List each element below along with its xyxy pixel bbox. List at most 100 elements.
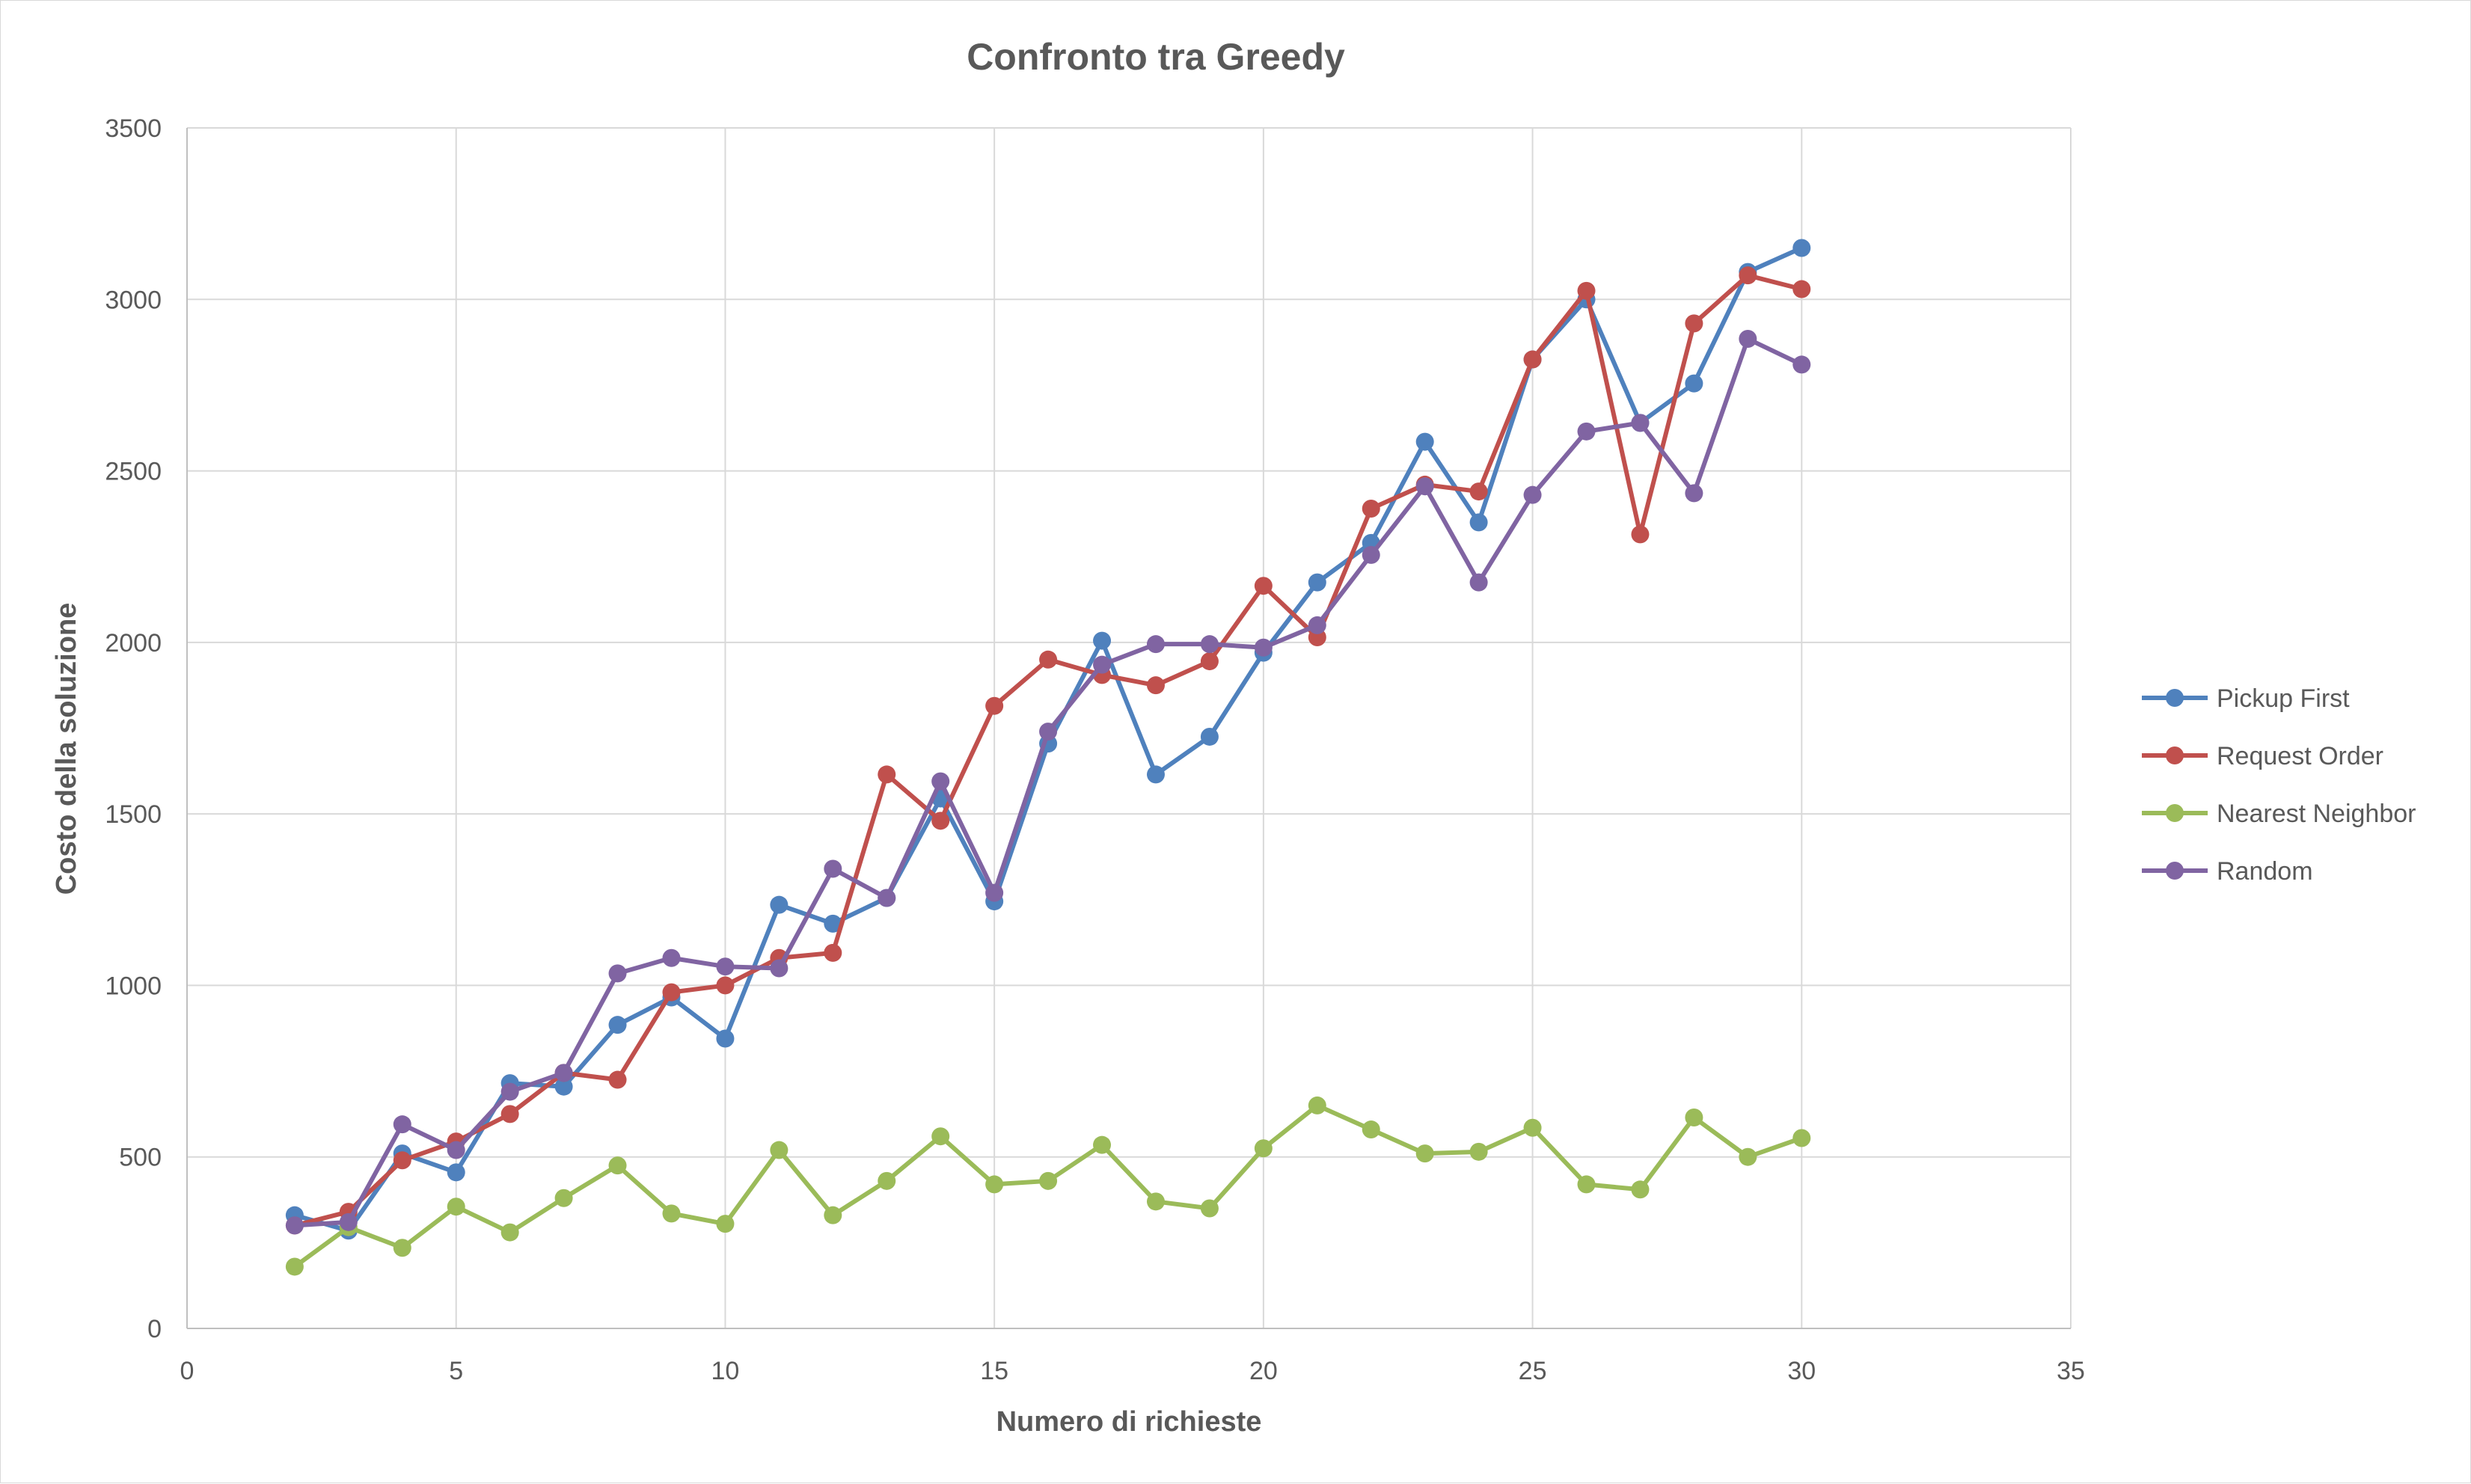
data-point-random <box>554 1064 573 1082</box>
data-point-random <box>339 1212 358 1231</box>
x-tick-labels: 0 5 10 15 20 25 30 35 <box>180 1357 2085 1385</box>
data-point-pickup-first <box>716 1029 735 1048</box>
data-point-random <box>1685 484 1703 503</box>
y-tick-label: 3000 <box>105 286 162 314</box>
data-point-random <box>393 1115 411 1134</box>
gridlines <box>187 127 2072 1328</box>
series-random <box>285 330 1811 1235</box>
y-tick-label: 500 <box>119 1144 162 1172</box>
data-point-request-order <box>608 1070 627 1089</box>
x-tick-label: 25 <box>1519 1357 1547 1385</box>
legend: Pickup First Request Order Nearest Neighbo… <box>2142 684 2416 886</box>
data-point-random <box>662 948 681 967</box>
data-point-nearest-neighbor <box>1415 1144 1434 1163</box>
data-point-nearest-neighbor <box>1362 1120 1380 1139</box>
data-point-nearest-neighbor <box>500 1223 519 1242</box>
data-point-request-order <box>1362 500 1380 518</box>
x-tick-label: 30 <box>1787 1357 1816 1385</box>
legend-swatch-marker <box>2166 804 2184 822</box>
data-point-request-order <box>985 696 1004 715</box>
data-point-pickup-first <box>1469 513 1488 532</box>
data-point-pickup-first <box>1200 727 1219 746</box>
legend-label: Pickup First <box>2217 684 2350 713</box>
data-point-nearest-neighbor <box>878 1171 896 1190</box>
data-point-request-order <box>1254 577 1273 595</box>
legend-label: Random <box>2217 857 2313 886</box>
data-point-random <box>1362 545 1380 564</box>
data-point-random <box>1039 723 1058 741</box>
data-point-random <box>500 1082 519 1101</box>
y-tick-label: 0 <box>147 1315 162 1343</box>
legend-item-pickup-first: Pickup First <box>2142 684 2350 713</box>
y-tick-label: 1500 <box>105 800 162 829</box>
data-point-random <box>608 964 627 983</box>
data-point-nearest-neighbor <box>1577 1175 1596 1194</box>
data-point-random <box>878 889 896 907</box>
data-point-nearest-neighbor <box>608 1156 627 1175</box>
x-tick-label: 5 <box>449 1357 463 1385</box>
data-point-request-order <box>1200 652 1219 671</box>
data-point-request-order <box>716 976 735 995</box>
data-point-random <box>1631 414 1650 432</box>
data-point-nearest-neighbor <box>662 1204 681 1223</box>
y-tick-label: 1000 <box>105 972 162 1000</box>
data-point-nearest-neighbor <box>1739 1147 1757 1166</box>
data-point-nearest-neighbor <box>554 1189 573 1207</box>
data-point-random <box>1254 638 1273 657</box>
data-point-random <box>1469 573 1488 592</box>
data-point-request-order <box>1523 350 1542 369</box>
data-point-request-order <box>878 765 896 784</box>
data-point-nearest-neighbor <box>1523 1118 1542 1137</box>
data-point-random <box>1792 355 1811 374</box>
data-point-pickup-first <box>608 1016 627 1034</box>
legend-item-random: Random <box>2142 857 2313 886</box>
data-point-request-order <box>1685 314 1703 333</box>
data-point-nearest-neighbor <box>1631 1180 1650 1199</box>
data-point-nearest-neighbor <box>1792 1129 1811 1147</box>
data-point-random <box>1415 477 1434 496</box>
data-point-random <box>447 1141 465 1159</box>
x-tick-label: 20 <box>1249 1357 1278 1385</box>
data-point-nearest-neighbor <box>1039 1171 1058 1190</box>
y-tick-label: 2500 <box>105 458 162 486</box>
series-line-random <box>292 337 1804 1228</box>
data-point-pickup-first <box>1146 765 1165 784</box>
data-point-nearest-neighbor <box>285 1257 304 1276</box>
data-point-nearest-neighbor <box>1685 1108 1703 1126</box>
x-axis-label: Numero di richieste <box>996 1406 1262 1438</box>
data-point-random <box>1577 422 1596 441</box>
legend-item-request-order: Request Order <box>2142 742 2383 770</box>
chart-title: Confronto tra Greedy <box>967 36 1345 78</box>
series-lines <box>285 239 1811 1276</box>
legend-swatch-marker <box>2166 746 2184 764</box>
data-point-request-order <box>1739 266 1757 285</box>
data-point-random <box>1523 485 1542 504</box>
data-point-random <box>985 883 1004 902</box>
data-point-pickup-first <box>447 1163 465 1182</box>
data-point-nearest-neighbor <box>770 1141 789 1159</box>
data-point-request-order <box>824 943 842 962</box>
y-axis-label: Costo della soluzione <box>51 603 82 895</box>
y-tick-label: 3500 <box>105 114 162 143</box>
data-point-nearest-neighbor <box>985 1175 1004 1194</box>
data-point-nearest-neighbor <box>1093 1135 1112 1154</box>
data-point-pickup-first <box>554 1077 573 1096</box>
data-point-nearest-neighbor <box>1254 1139 1273 1158</box>
data-point-request-order <box>931 812 950 830</box>
x-tick-label: 10 <box>711 1357 740 1385</box>
data-point-random <box>1146 635 1165 654</box>
data-point-random <box>285 1216 304 1235</box>
data-point-random <box>1739 330 1757 349</box>
y-tick-label: 2000 <box>105 629 162 657</box>
data-point-request-order <box>500 1105 519 1123</box>
data-point-nearest-neighbor <box>824 1206 842 1224</box>
data-point-random <box>1308 616 1326 634</box>
data-point-random <box>1200 635 1219 654</box>
data-point-nearest-neighbor <box>1308 1096 1326 1114</box>
data-point-pickup-first <box>1093 631 1112 650</box>
data-point-request-order <box>1631 525 1650 544</box>
x-tick-label: 15 <box>980 1357 1008 1385</box>
data-point-pickup-first <box>1792 239 1811 257</box>
